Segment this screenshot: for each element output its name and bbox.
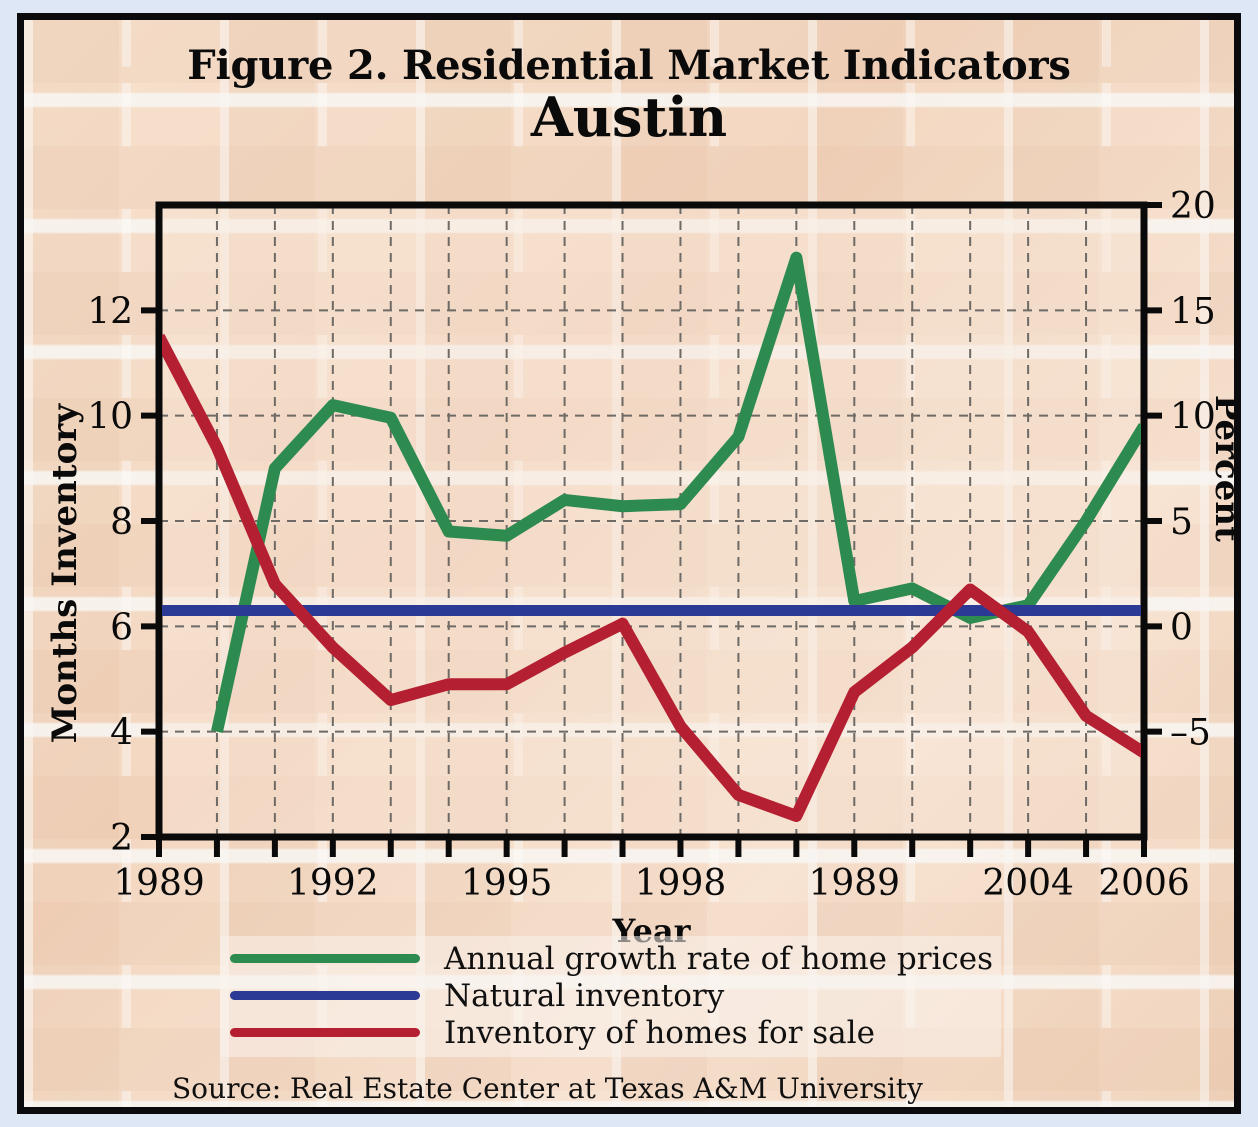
source-note: Source: Real Estate Center at Texas A&M … <box>172 1072 923 1105</box>
y-axis-left: 2 4 6 8 10 12 <box>87 291 159 859</box>
y-left-tick-label: 8 <box>110 502 133 543</box>
series-line-homes-for-sale <box>162 333 1141 822</box>
title-block: Figure 2. Residential Market Indicators … <box>24 45 1234 146</box>
y-right-tick-label: 0 <box>1170 607 1193 648</box>
legend-label-natural-inventory: Natural inventory <box>444 977 725 1014</box>
y-left-tick-label: 2 <box>110 818 133 859</box>
x-tick-label: 2006 <box>1098 863 1190 904</box>
y-right-tick-label: 10 <box>1170 397 1216 438</box>
figure-subtitle: Austin <box>530 85 728 149</box>
y-right-tick-label: 15 <box>1170 291 1216 332</box>
x-tick-label: 1989 <box>808 863 900 904</box>
y-right-tick-label: –5 <box>1170 713 1211 754</box>
x-tick-label: 2004 <box>982 863 1074 904</box>
y-right-axis-title: Percent <box>1207 395 1234 542</box>
legend-label-homes-for-sale: Inventory of homes for sale <box>444 1014 875 1051</box>
x-axis-ticks: 1989 1992 1995 1998 1989 2004 2006 <box>113 837 1190 904</box>
x-tick-label: 1992 <box>287 863 379 904</box>
legend-swatch-blue <box>230 991 420 1000</box>
y-left-axis-title: Months Inventory <box>45 403 85 743</box>
y-left-tick-label: 12 <box>87 291 133 332</box>
y-right-tick-label: 5 <box>1170 502 1193 543</box>
brick-texture-background <box>24 20 1234 1107</box>
y-axis-right: –5 0 5 10 15 20 <box>1144 186 1216 754</box>
page-title: Figure 2. Residential Market Indicators <box>187 42 1071 89</box>
y-left-tick-label: 10 <box>87 397 133 438</box>
x-tick-label: 1989 <box>113 863 205 904</box>
legend-item-growth-rate: Annual growth rate of home prices <box>230 940 993 977</box>
legend-swatch-green <box>230 954 420 963</box>
line-chart: 1989 1992 1995 1998 1989 2004 2006Year24681012… <box>45 186 1234 950</box>
legend-item-natural-inventory: Natural inventory <box>230 977 993 1014</box>
legend-item-homes-for-sale: Inventory of homes for sale <box>230 1014 993 1051</box>
y-left-tick-label: 4 <box>110 713 133 754</box>
x-tick-label: 1998 <box>635 863 727 904</box>
y-right-tick-label: 20 <box>1170 186 1216 227</box>
chart-area: 1989 1992 1995 1998 1989 2004 2006 Year 2 4 6 8 10 12… <box>24 20 1234 1107</box>
x-tick-label: 1995 <box>461 863 553 904</box>
chart-legend: Annual growth rate of home prices Natura… <box>220 936 1002 1057</box>
legend-swatch-red <box>230 1028 420 1037</box>
figure-frame: Figure 2. Residential Market Indicators … <box>17 13 1241 1114</box>
y-left-tick-label: 6 <box>110 607 133 648</box>
legend-label-growth-rate: Annual growth rate of home prices <box>444 940 994 977</box>
